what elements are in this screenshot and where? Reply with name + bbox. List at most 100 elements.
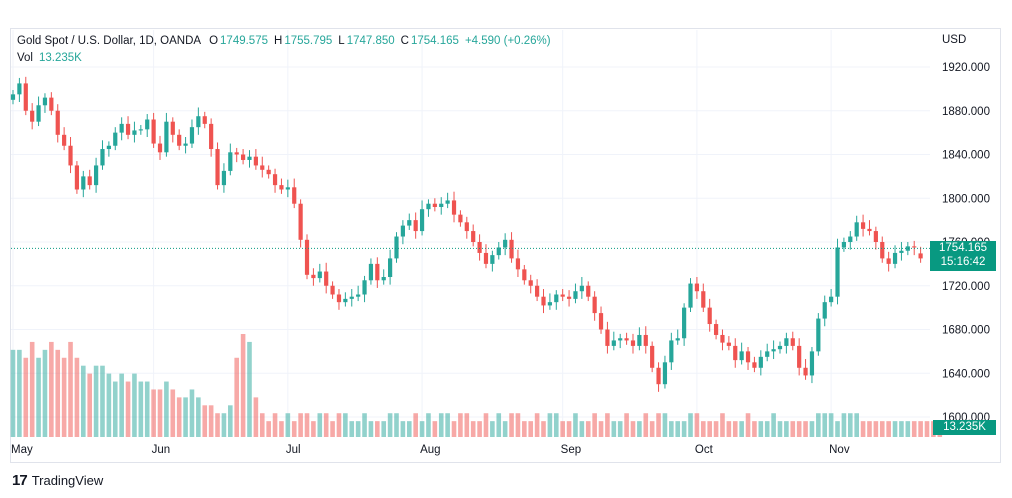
candle-body xyxy=(260,165,265,170)
candle-body xyxy=(324,271,329,286)
volume-bar xyxy=(387,413,393,437)
volume-bar xyxy=(317,413,323,437)
volume-bar xyxy=(809,421,815,437)
volume-bar xyxy=(215,413,220,437)
volume-bar xyxy=(406,421,412,437)
candle-body xyxy=(848,236,853,242)
volume-bar xyxy=(55,349,61,437)
candle-body xyxy=(528,280,533,286)
volume-bar xyxy=(419,421,425,437)
candle-body xyxy=(304,239,310,275)
candle-body xyxy=(624,338,629,341)
candle-body xyxy=(873,231,878,242)
candle-body xyxy=(490,255,495,264)
volume-bar xyxy=(81,365,86,437)
candle-body xyxy=(771,349,776,352)
volume-bar xyxy=(892,421,898,437)
volume-label: Vol xyxy=(17,52,33,64)
candle-body xyxy=(394,236,399,259)
candle-body xyxy=(522,269,527,281)
candle-body xyxy=(790,338,795,346)
volume-bar xyxy=(803,421,808,437)
volume-legend: Vol 13.235K xyxy=(17,52,82,64)
candle-body xyxy=(17,83,22,95)
volume-bar xyxy=(349,421,355,437)
volume-bar xyxy=(879,421,885,437)
volume-bar xyxy=(911,421,917,437)
volume-bar xyxy=(841,413,847,437)
volume-bar xyxy=(189,389,195,437)
candle-body xyxy=(707,307,712,325)
candle-body xyxy=(464,222,469,232)
volume-bar xyxy=(426,413,431,437)
volume-bar xyxy=(157,389,163,437)
volume-bar xyxy=(285,413,291,437)
volume-bar xyxy=(438,413,444,437)
candle-body xyxy=(272,174,278,186)
volume-bar xyxy=(828,413,834,437)
candle-body xyxy=(637,334,642,346)
candle-body xyxy=(375,263,380,281)
tradingview-logo[interactable]: 17 TradingView xyxy=(12,472,103,489)
candle-body xyxy=(630,340,636,346)
volume-bar xyxy=(553,413,559,437)
y-tick-label: 1720.000 xyxy=(942,281,990,293)
volume-bar xyxy=(630,421,636,437)
volume-bar xyxy=(867,421,872,437)
volume-bar xyxy=(196,397,201,437)
volume-bar xyxy=(732,421,738,437)
volume-bar xyxy=(585,421,591,437)
volume-bar xyxy=(74,357,80,437)
candle-body xyxy=(726,342,731,346)
volume-bar xyxy=(362,413,367,437)
volume-bar xyxy=(68,341,73,437)
candle-body xyxy=(125,123,131,135)
y-tick-label: 1800.000 xyxy=(942,193,990,205)
volume-bar xyxy=(470,421,476,437)
candle-body xyxy=(477,242,482,253)
candle-body xyxy=(618,338,623,341)
x-tick-label: Jul xyxy=(286,444,301,456)
candle-body xyxy=(189,127,195,144)
volume-bar xyxy=(221,413,227,437)
volume-bar xyxy=(700,421,706,437)
volume-bar xyxy=(681,421,687,437)
volume-bar xyxy=(905,421,911,437)
volume-bar xyxy=(164,381,169,437)
volume-bar xyxy=(669,421,674,437)
candle-body xyxy=(451,200,457,215)
candle-body xyxy=(496,247,501,256)
volume-bar xyxy=(490,421,495,437)
volume-bar xyxy=(330,421,335,437)
volume-bar xyxy=(643,413,649,437)
volume-bar xyxy=(816,413,821,437)
candle-body xyxy=(445,200,450,204)
volume-bar xyxy=(573,413,578,437)
candle-body xyxy=(196,116,201,128)
candle-body xyxy=(202,116,207,124)
volume-bar xyxy=(304,413,310,437)
volume-bar xyxy=(637,421,642,437)
volume-bar xyxy=(528,421,534,437)
candle-body xyxy=(758,356,763,368)
candle-body xyxy=(867,228,872,232)
candle-body xyxy=(10,94,16,100)
volume-bar xyxy=(151,389,156,437)
volume-bar xyxy=(119,373,124,437)
volume-bar xyxy=(132,373,137,437)
volume-bar xyxy=(202,405,208,437)
candle-body xyxy=(483,252,489,264)
volume-bar xyxy=(541,421,546,437)
last-price-value: 1754.165 xyxy=(939,242,987,254)
candle-body xyxy=(784,338,789,346)
volume-bar xyxy=(720,413,725,437)
candle-body xyxy=(598,313,604,330)
volume-bar xyxy=(835,421,840,437)
volume-bar xyxy=(298,413,303,437)
candle-body xyxy=(151,119,156,144)
volume-bar xyxy=(496,413,502,437)
candle-body xyxy=(573,291,578,299)
candle-body xyxy=(234,152,239,155)
candle-body xyxy=(247,156,252,160)
